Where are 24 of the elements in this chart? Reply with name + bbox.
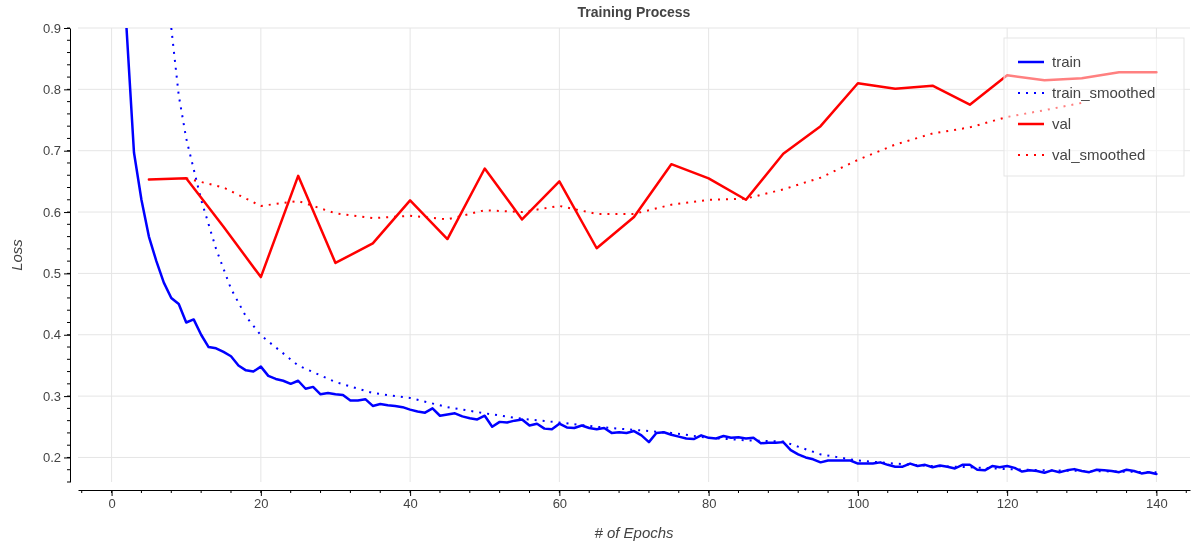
legend-label: train_smoothed [1052, 84, 1156, 101]
y-tick-label: 0.8 [42, 82, 61, 98]
chart-title: Training Process [577, 4, 691, 20]
x-tick-label: 80 [701, 496, 717, 512]
line-series [147, 70, 1158, 279]
x-tick-label: 0 [108, 496, 116, 512]
y-tick-label: 0.6 [42, 204, 61, 220]
y-tick-label: 0.2 [42, 450, 61, 466]
y-tick-label: 0.7 [42, 143, 61, 159]
x-tick-label: 60 [552, 496, 568, 512]
x-tick-label: 100 [847, 496, 870, 512]
y-tick-label: 0.3 [42, 388, 61, 404]
x-tick-label: 20 [254, 496, 269, 512]
y-tick-label: 0.9 [42, 20, 61, 36]
y-tick-label: 0.4 [42, 327, 61, 343]
x-tick-label: 40 [403, 496, 418, 512]
y-axis-title: Loss [8, 238, 25, 271]
legend-label: val_smoothed [1052, 146, 1146, 163]
legend-label: val [1052, 115, 1072, 132]
x-tick-label: 120 [996, 496, 1019, 512]
y-tick-label: 0.5 [42, 266, 61, 282]
x-axis-title: # of Epochs [594, 524, 675, 541]
legend-label: train [1052, 53, 1082, 70]
x-tick-label: 140 [1146, 496, 1168, 512]
